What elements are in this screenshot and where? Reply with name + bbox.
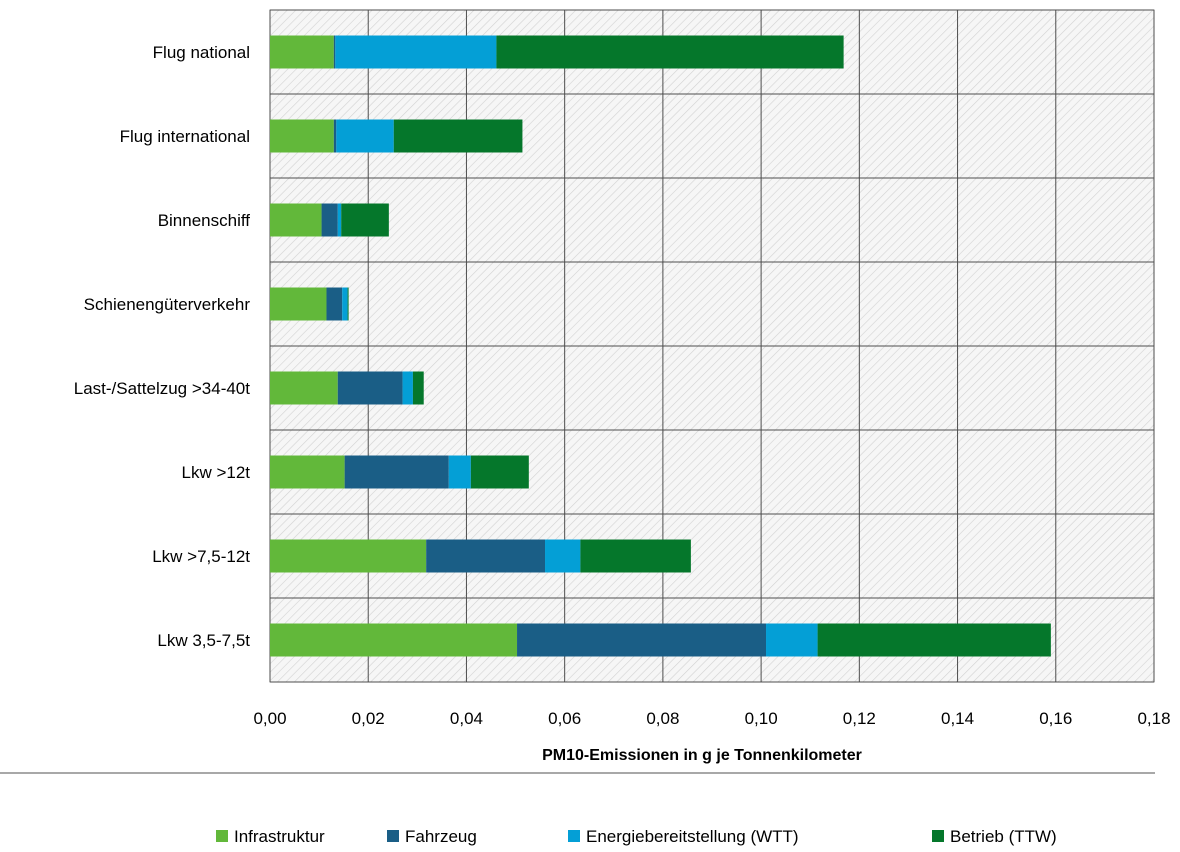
legend-swatch bbox=[568, 830, 580, 842]
bar-segment bbox=[580, 539, 691, 573]
bar-segment bbox=[817, 623, 1051, 657]
x-axis-title: PM10-Emissionen in g je Tonnenkilometer bbox=[542, 747, 862, 764]
x-tick-label: 0,10 bbox=[745, 709, 778, 728]
bar-segment bbox=[270, 203, 322, 237]
x-tick-label: 0,06 bbox=[548, 709, 581, 728]
x-tick-label: 0,00 bbox=[253, 709, 286, 728]
x-tick-label: 0,04 bbox=[450, 709, 483, 728]
bar-series bbox=[270, 35, 1051, 657]
bar-segment bbox=[342, 287, 348, 321]
category-label: Schienengüterverkehr bbox=[84, 295, 251, 314]
x-tick-label: 0,16 bbox=[1039, 709, 1072, 728]
category-label: Lkw >12t bbox=[181, 463, 250, 482]
x-tick-label: 0,08 bbox=[646, 709, 679, 728]
x-tick-label: 0,02 bbox=[352, 709, 385, 728]
bar-segment bbox=[270, 287, 327, 321]
category-label: Lkw 3,5-7,5t bbox=[157, 631, 250, 650]
legend-label: Betrieb (TTW) bbox=[950, 827, 1057, 846]
bar-segment bbox=[448, 455, 471, 489]
bar-segment bbox=[337, 371, 403, 405]
bar-segment bbox=[347, 287, 349, 321]
bar-segment bbox=[270, 455, 345, 489]
category-label: Lkw >7,5-12t bbox=[152, 547, 250, 566]
legend-swatch bbox=[932, 830, 944, 842]
bar-segment bbox=[766, 623, 818, 657]
bar-segment bbox=[496, 35, 844, 69]
x-tick-label: 0,18 bbox=[1137, 709, 1170, 728]
x-tick-labels: 0,00 0,02 0,04 0,06 0,08 0,10 0,12 0,14 0,16 0,18 bbox=[253, 709, 1170, 728]
legend-label: Infrastruktur bbox=[234, 827, 325, 846]
bar-segment bbox=[426, 539, 546, 573]
legend-label: Fahrzeug bbox=[405, 827, 477, 846]
bar-segment bbox=[321, 203, 338, 237]
bar-segment bbox=[470, 455, 529, 489]
bar-segment bbox=[335, 35, 497, 69]
x-tick-label: 0,12 bbox=[843, 709, 876, 728]
category-label: Flug international bbox=[120, 127, 250, 146]
category-label: Flug national bbox=[153, 43, 250, 62]
bar-segment bbox=[402, 371, 413, 405]
legend-label: Energiebereitstellung (WTT) bbox=[586, 827, 799, 846]
bar-segment bbox=[270, 119, 334, 153]
bar-segment bbox=[545, 539, 581, 573]
bar-segment bbox=[326, 287, 343, 321]
bar-segment bbox=[337, 203, 342, 237]
bar-segment bbox=[393, 119, 523, 153]
category-label: Last-/Sattelzug >34-40t bbox=[74, 379, 251, 398]
bar-segment bbox=[270, 371, 338, 405]
legend-swatch bbox=[216, 830, 228, 842]
legend: Infrastruktur Fahrzeug Energiebereitstellu… bbox=[216, 827, 1057, 846]
category-label: Binnenschiff bbox=[158, 211, 251, 230]
bar-segment bbox=[333, 35, 336, 69]
bar-segment bbox=[270, 539, 427, 573]
category-labels: Flug national Flug international Binnensch… bbox=[74, 43, 251, 650]
x-tick-label: 0,14 bbox=[941, 709, 974, 728]
bar-segment bbox=[341, 203, 389, 237]
legend-swatch bbox=[387, 830, 399, 842]
bar-segment bbox=[344, 455, 449, 489]
bar-segment bbox=[412, 371, 424, 405]
bar-segment bbox=[336, 119, 394, 153]
bar-segment bbox=[333, 119, 337, 153]
bar-segment bbox=[270, 35, 334, 69]
bar-segment bbox=[517, 623, 767, 657]
bar-segment bbox=[270, 623, 518, 657]
